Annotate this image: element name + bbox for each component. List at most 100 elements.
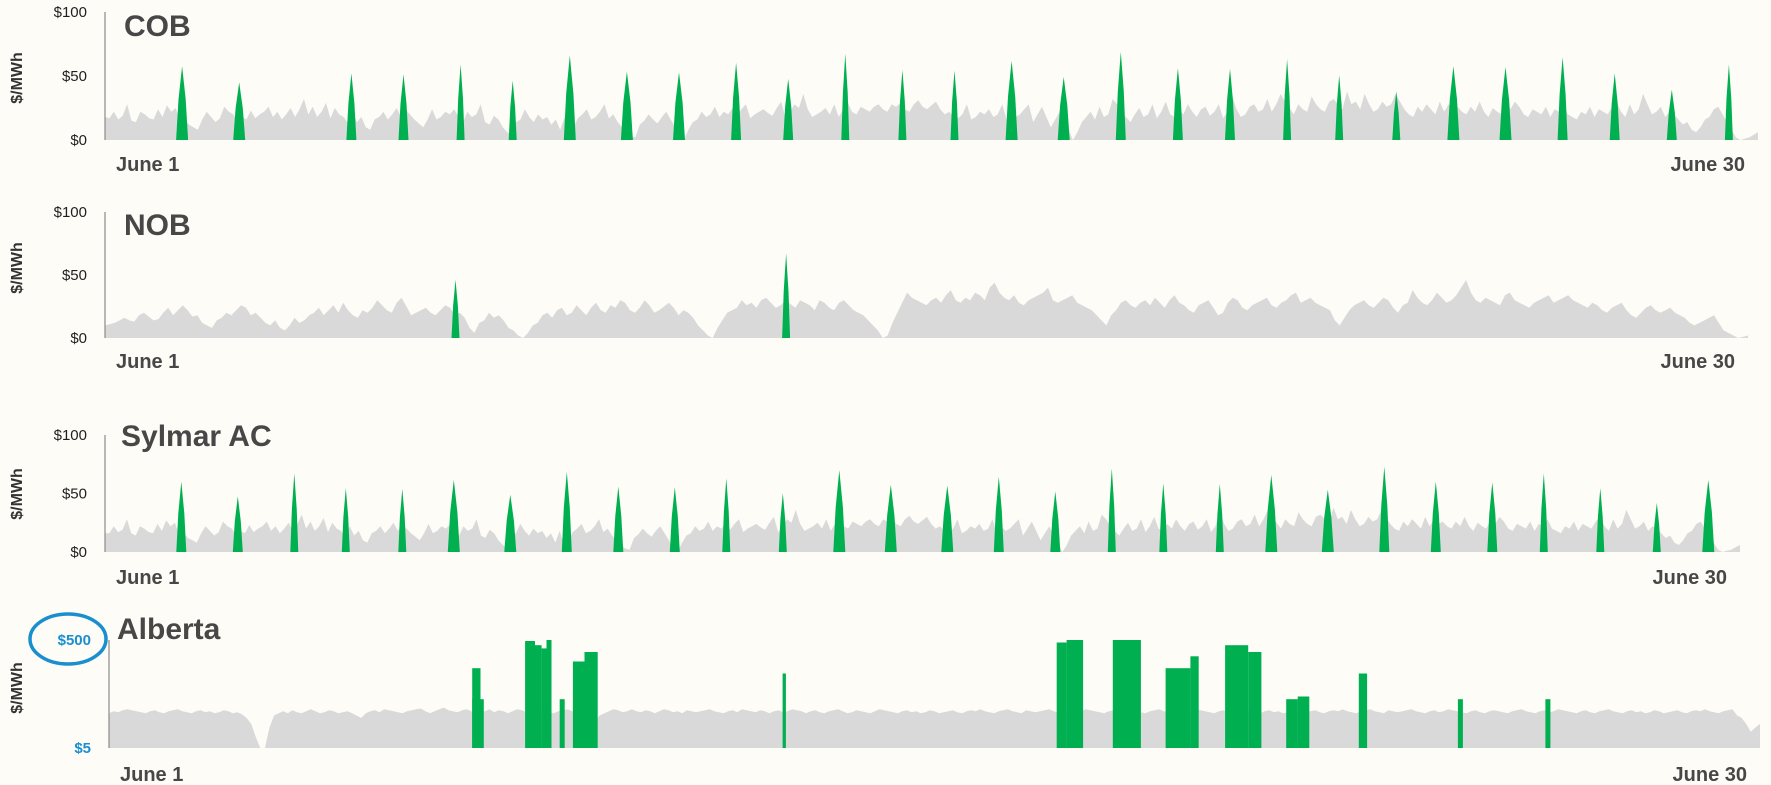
price-spike-marker (1115, 51, 1126, 140)
price-spike-marker (841, 53, 850, 141)
price-spike-marker (290, 473, 299, 552)
price-spike-marker (1112, 640, 1141, 748)
y-tick-label: $500 (58, 632, 91, 649)
y-tick-label: $50 (62, 68, 87, 85)
price-spike-marker (563, 55, 576, 140)
y-axis-label: $/MWh (9, 52, 26, 104)
price-spike-marker (1265, 475, 1278, 552)
price-spike-marker (833, 470, 846, 552)
price-spike-marker (673, 72, 685, 140)
x-tick-label-start: June 1 (120, 764, 183, 785)
y-tick-label: $5 (74, 740, 91, 757)
price-spike-marker (1487, 482, 1498, 552)
x-tick-label-end: June 30 (1671, 154, 1745, 176)
price-spike-marker (1335, 75, 1344, 140)
price-spike-marker (346, 73, 357, 140)
panel-title: Alberta (117, 613, 221, 646)
price-spike-marker (1056, 642, 1067, 748)
price-spike-marker (546, 640, 552, 748)
price-spike-marker (1447, 66, 1460, 140)
price-spike-marker (1248, 652, 1262, 748)
price-spike-marker (535, 645, 542, 748)
price-spike-marker (1165, 668, 1191, 748)
y-tick-label: $0 (70, 544, 87, 561)
price-spike-marker (504, 494, 517, 552)
price-spike-marker (620, 71, 633, 140)
price-spike-marker (1499, 67, 1512, 140)
price-spike-marker (941, 485, 954, 552)
price-spike-marker (613, 486, 624, 552)
price-spike-marker (341, 488, 350, 552)
price-spike-marker (451, 279, 460, 338)
price-spike-marker (1557, 57, 1568, 140)
price-spike-marker (1050, 491, 1061, 552)
price-spike-marker (1225, 645, 1249, 748)
price-spike-marker (447, 479, 460, 552)
price-spike-marker (1172, 68, 1183, 140)
price-spike-marker (1286, 699, 1298, 748)
y-tick-label: $50 (62, 267, 87, 284)
price-spike-marker (561, 471, 572, 552)
panel-title: Sylmar AC (121, 420, 272, 453)
price-spike-marker (669, 487, 680, 552)
y-tick-label: $100 (54, 204, 87, 221)
price-spike-marker (722, 478, 731, 552)
price-spike-marker (398, 488, 407, 552)
x-tick-label-start: June 1 (116, 567, 179, 589)
price-area (109, 707, 1760, 748)
price-spike-marker (176, 66, 189, 140)
price-spike-marker (472, 699, 484, 748)
price-spike-marker (782, 253, 791, 338)
price-spike-marker (1545, 699, 1551, 748)
callout-circle (28, 612, 108, 666)
x-tick-label-end: June 30 (1673, 764, 1747, 785)
price-spike-marker (541, 648, 547, 748)
x-tick-label-end: June 30 (1653, 567, 1727, 589)
x-tick-label-start: June 1 (116, 351, 179, 373)
price-spike-marker (456, 64, 465, 140)
y-axis-label: $/MWh (9, 662, 26, 714)
price-spike-marker (1005, 60, 1018, 140)
price-spike-marker (559, 699, 565, 748)
price-spike-marker (1609, 73, 1620, 140)
price-spike-marker (1652, 502, 1661, 552)
y-axis-label: $/MWh (9, 242, 26, 294)
price-spike-marker (898, 69, 907, 140)
price-spike-marker (993, 476, 1004, 552)
price-spike-marker (584, 652, 598, 748)
price-spike-marker (731, 62, 742, 141)
x-tick-label-start: June 1 (116, 154, 179, 176)
price-spike-marker (1066, 640, 1084, 748)
y-tick-label: $0 (70, 132, 87, 149)
price-spike-marker (1283, 59, 1292, 140)
price-spike-marker (1107, 468, 1116, 552)
y-tick-label: $50 (62, 486, 87, 503)
price-spike-marker (232, 496, 243, 552)
price-spike-marker (1297, 696, 1310, 748)
price-spike-marker (1379, 466, 1390, 552)
price-spike-marker (176, 481, 187, 552)
panel-title: COB (124, 10, 191, 43)
price-spike-marker (525, 641, 535, 748)
y-axis-label: $/MWh (9, 468, 26, 520)
price-spike-marker (950, 70, 959, 140)
price-spike-marker (1358, 673, 1368, 748)
price-spike-marker (1190, 656, 1199, 748)
price-spike-marker (1321, 489, 1334, 552)
price-spike-marker (778, 493, 787, 552)
x-tick-label-end: June 30 (1661, 351, 1735, 373)
price-spike-marker (1596, 488, 1605, 552)
price-spike-marker (884, 484, 897, 552)
price-spike-marker (1702, 479, 1715, 552)
price-spike-marker (1225, 68, 1235, 140)
price-area (105, 280, 1748, 338)
price-spike-marker (783, 78, 794, 140)
price-spike-marker (1215, 483, 1224, 552)
price-spike-marker (1430, 481, 1441, 552)
price-spike-marker (398, 74, 409, 140)
price-spike-marker (1159, 483, 1168, 552)
price-spike-marker (1539, 473, 1548, 552)
price-spike-marker (1392, 91, 1401, 140)
price-spike-marker (233, 82, 246, 140)
